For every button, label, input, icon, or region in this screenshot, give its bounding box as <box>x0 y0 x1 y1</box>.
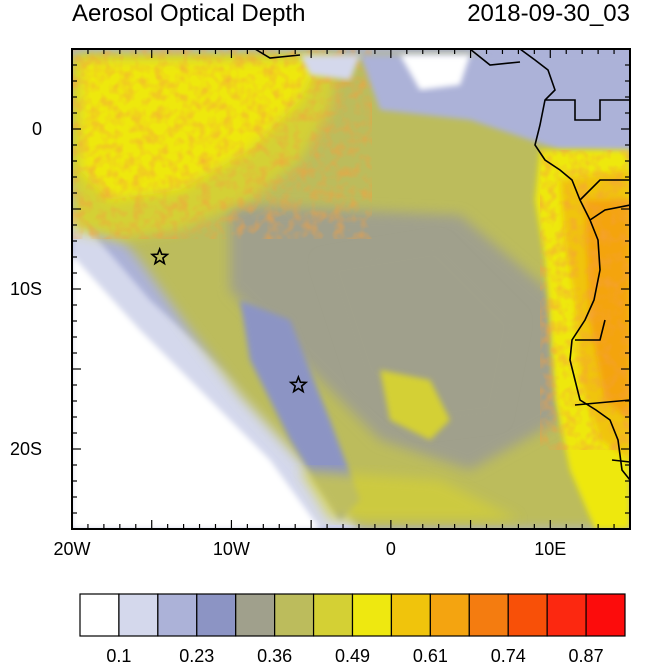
axis-ticks: 20W 10W 0 10E 0 10S 20S <box>10 48 631 559</box>
colorbar-label: 0.1 <box>106 646 131 666</box>
x-tick-label: 20W <box>53 539 90 559</box>
marker-layer <box>149 246 309 394</box>
colorbar-label: 0.49 <box>335 646 370 666</box>
colorbar-swatch <box>429 593 470 637</box>
x-tick-label: 10W <box>213 539 250 559</box>
colorbar-label: 0.61 <box>413 646 448 666</box>
y-tick-label: 10S <box>10 279 42 299</box>
timestamp-label: 2018-09-30_03 <box>467 0 630 27</box>
colorbar-swatch <box>312 593 354 637</box>
colorbar-swatch <box>196 593 237 637</box>
map-title: Aerosol Optical Depth <box>72 0 306 27</box>
colorbar-swatch <box>274 593 315 637</box>
colorbar-swatch <box>79 593 120 637</box>
aod-field <box>72 49 630 529</box>
star-marker-1 <box>149 246 170 266</box>
x-tick-label: 10E <box>534 539 566 559</box>
star-marker-2 <box>288 374 309 394</box>
colorbar-label: 0.87 <box>569 646 604 666</box>
colorbar-label: 0.36 <box>257 646 292 666</box>
colorbar-swatch <box>468 593 509 637</box>
colorbar-swatch <box>157 593 198 637</box>
colorbar-swatch <box>390 593 431 637</box>
y-tick-label: 20S <box>10 439 42 459</box>
colorbar-label: 0.23 <box>179 646 214 666</box>
colorbar-swatch <box>118 593 159 637</box>
colorbar-swatch <box>507 593 548 637</box>
y-tick-label: 0 <box>32 119 42 139</box>
colorbar-label: 0.74 <box>491 646 526 666</box>
colorbar-swatch <box>585 593 626 637</box>
x-tick-label: 0 <box>386 539 396 559</box>
colorbar-swatch <box>546 593 587 637</box>
colorbar: 0.1 0.23 0.36 0.49 0.61 0.74 0.87 <box>79 593 626 666</box>
colorbar-swatch <box>351 593 393 637</box>
coastline <box>254 49 630 481</box>
colorbar-swatch <box>235 593 276 637</box>
